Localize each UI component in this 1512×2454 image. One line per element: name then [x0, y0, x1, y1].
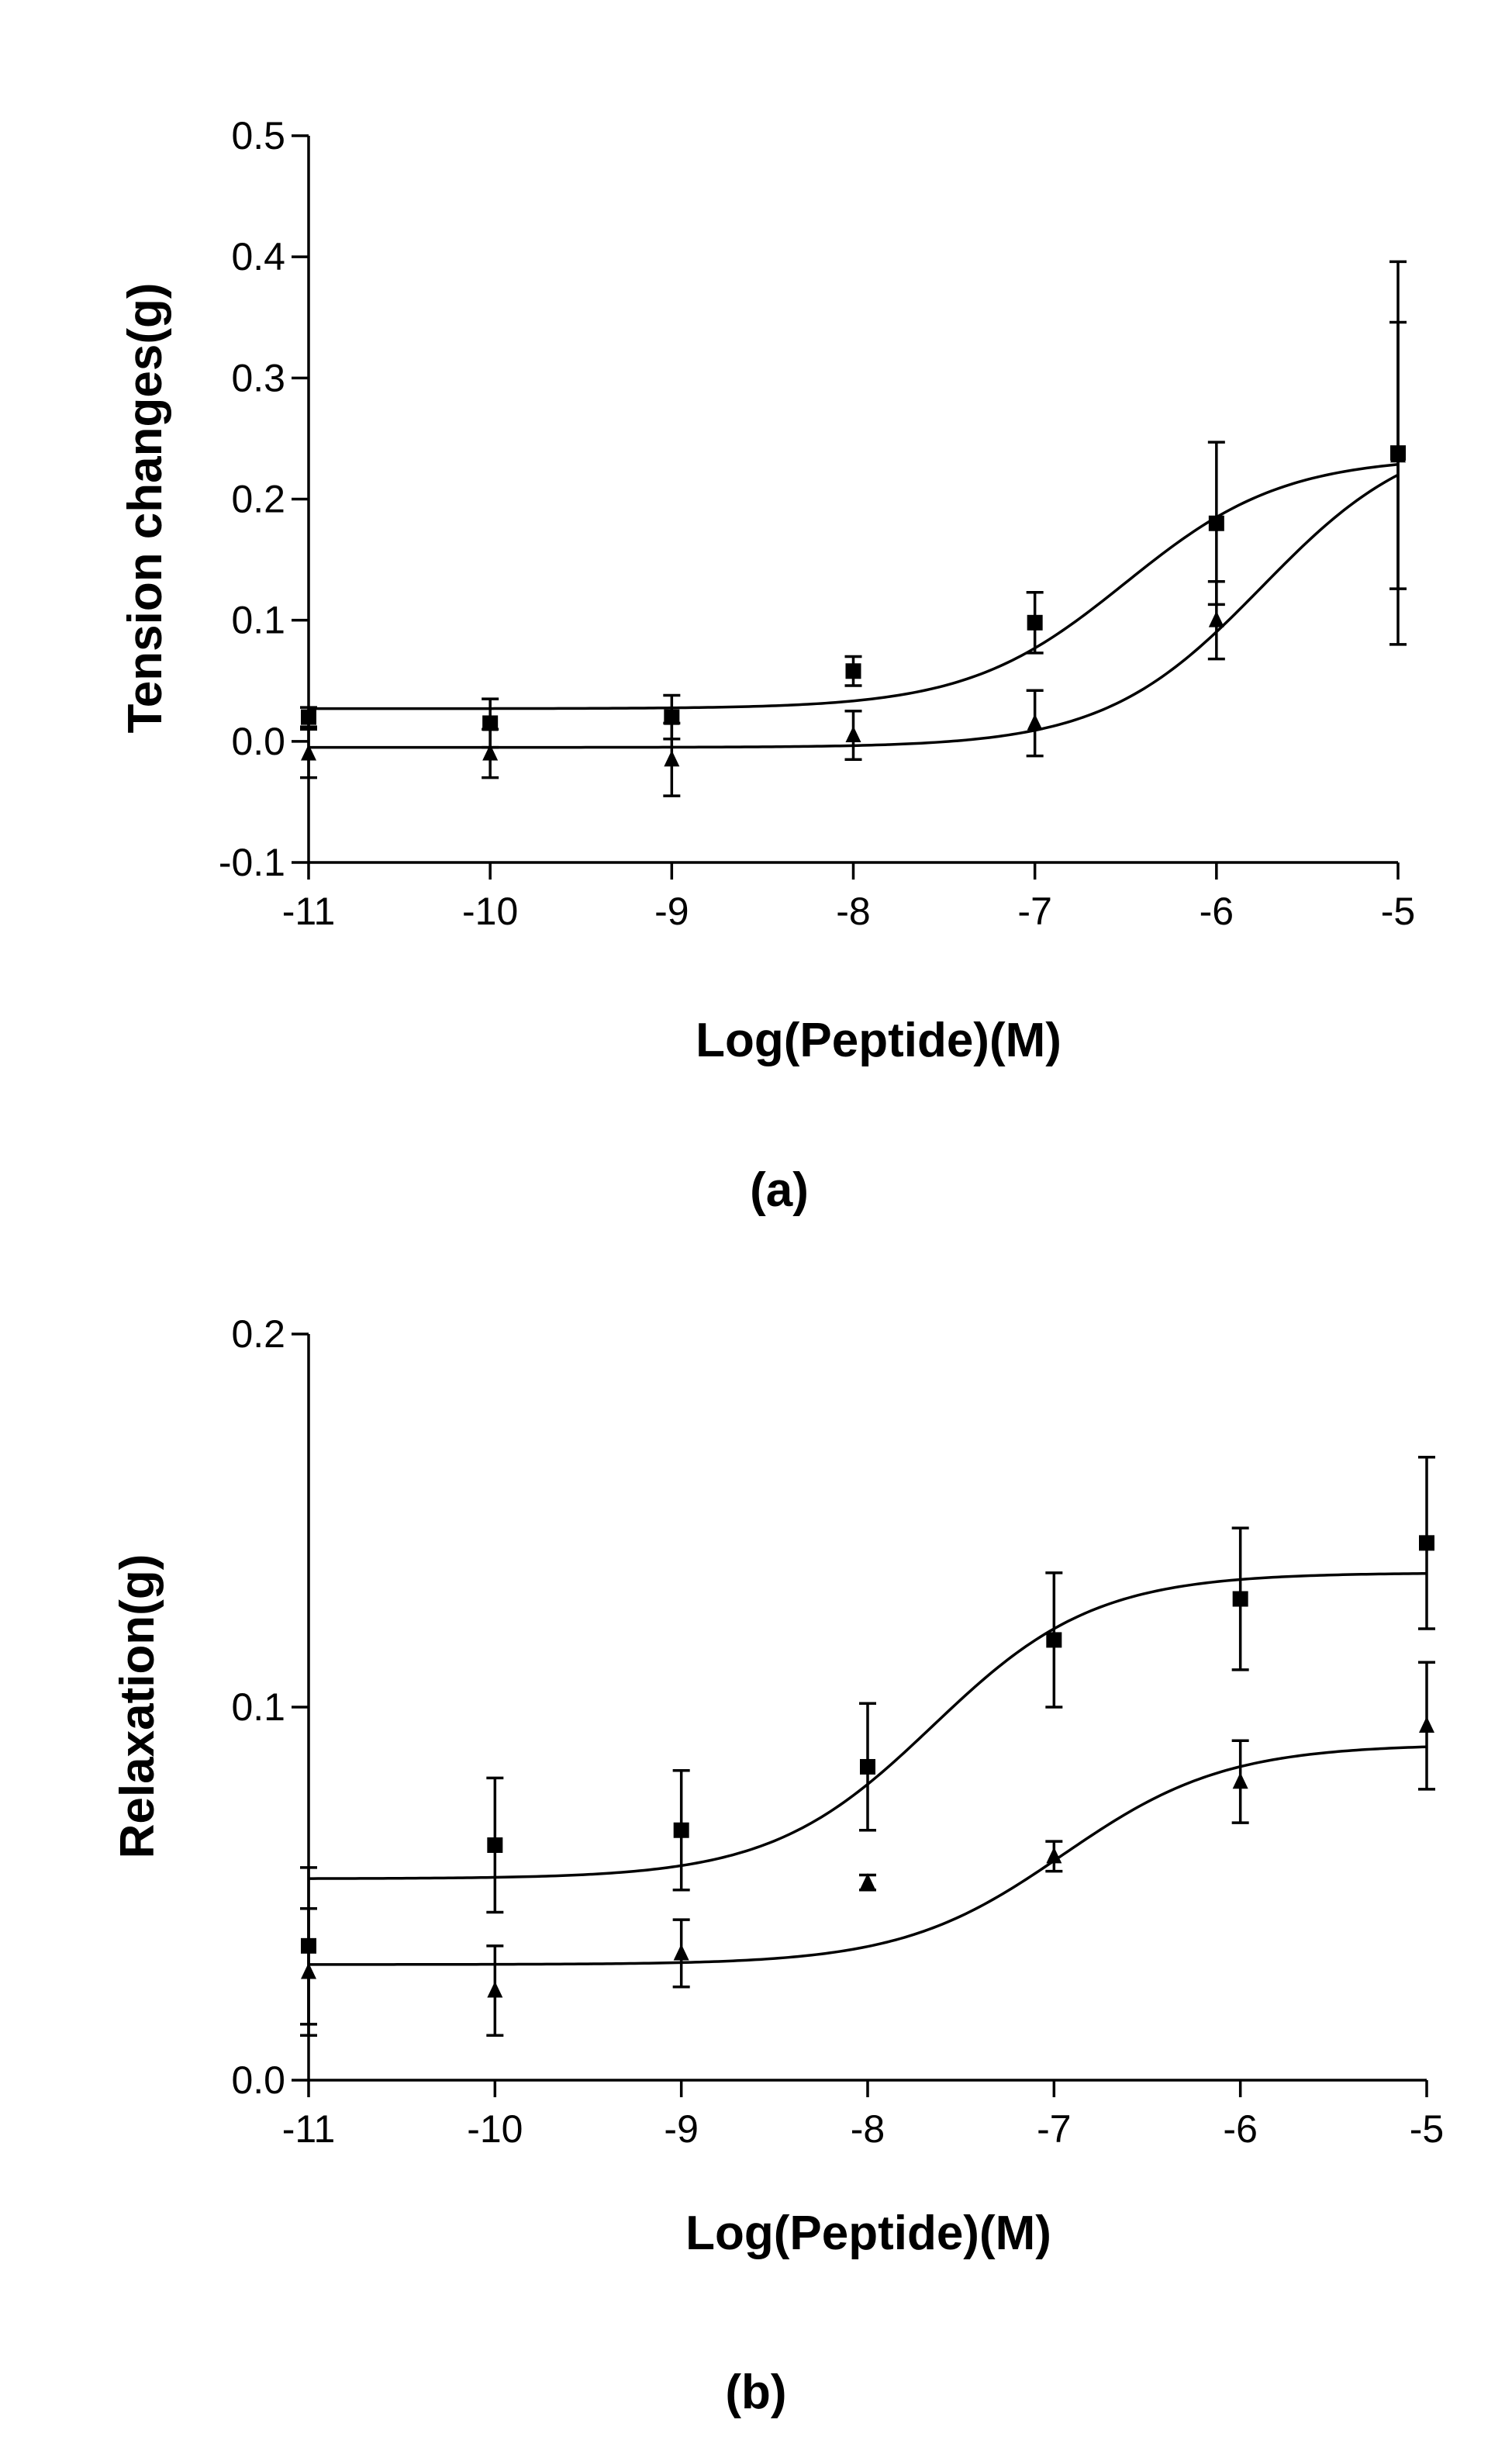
panel-b-triangle-series-point — [1046, 1847, 1062, 1864]
panel-a-x-tick-label: -8 — [836, 890, 870, 933]
panel-b-x-tick-label: -7 — [1037, 2107, 1071, 2151]
panel-a-square-series — [300, 260, 1407, 749]
panel-a-y-tick-label: 0.5 — [231, 114, 285, 157]
panel-b-triangle-series-point — [673, 1944, 689, 1961]
panel-b-triangle-series — [300, 1661, 1435, 2038]
panel-a-triangle-series-point — [301, 744, 316, 761]
panel-a-y-tick-label: 0.4 — [231, 235, 285, 278]
panel-b-y-axis-title: Relaxation(g) — [111, 1554, 164, 1859]
panel-b-x-tick-label: -10 — [467, 2107, 523, 2151]
panel-b: 0.0 0.1 0.2 -11 -10 -9 -8 -7 -6 -5 Log(Peptide)(M… — [111, 1312, 1444, 2419]
panel-b-triangle-series-point — [1419, 1716, 1434, 1733]
panel-a-y-tick-label: 0.2 — [231, 478, 285, 521]
panel-a-x-tick-label: -11 — [282, 890, 336, 933]
panel-a-x-tick-label: -9 — [654, 890, 689, 933]
panel-b-y-tick-label: 0.0 — [231, 2058, 285, 2102]
panel-b-x-tick-label: -6 — [1223, 2107, 1257, 2151]
panel-a-x-tick-label: -6 — [1200, 890, 1234, 933]
panel-b-triangle-series-point — [301, 1962, 316, 1979]
panel-a-y-tick-label: 0.0 — [231, 720, 285, 763]
panel-b-x-tick-label: -8 — [851, 2107, 885, 2151]
panel-a-triangle-series-point — [1390, 446, 1406, 463]
panel-a-square-series-point — [301, 709, 316, 725]
panel-b-label: (b) — [725, 2366, 786, 2419]
panel-a: -0.1 0.0 0.1 0.2 0.3 0.4 0.5 -11 -10 -9 -8 -7 -6 -5 L… — [119, 114, 1415, 1217]
panel-a-triangle-series — [300, 320, 1407, 797]
panel-b-square-series-point — [860, 1758, 875, 1775]
panel-b-square-series — [300, 1455, 1435, 2026]
panel-a-triangle-series-point — [482, 744, 499, 761]
panel-b-square-series-point — [1232, 1591, 1248, 1607]
panel-a-square-series-point — [664, 709, 680, 725]
panel-b-square-series-point — [1419, 1535, 1434, 1551]
panel-a-x-tick-label: -7 — [1017, 890, 1051, 933]
panel-a-label: (a) — [750, 1163, 809, 1217]
panel-a-square-series-point — [482, 715, 499, 731]
panel-a-triangle-series-point — [1208, 610, 1224, 627]
panel-a-triangle-series-fit-curve — [309, 473, 1399, 749]
panel-a-x-axis-title: Log(Peptide)(M) — [696, 1014, 1062, 1067]
panel-b-plot-area: 0.0 0.1 0.2 -11 -10 -9 -8 -7 -6 -5 — [231, 1312, 1444, 2151]
panel-a-x-tick-label: -10 — [462, 890, 518, 933]
panel-b-x-axis-title: Log(Peptide)(M) — [685, 2207, 1051, 2260]
panel-b-square-series-point — [1046, 1632, 1062, 1648]
panel-a-triangle-series-point — [664, 750, 680, 767]
panel-a-plot-area: -0.1 0.0 0.1 0.2 0.3 0.4 0.5 -11 -10 -9 -8 -7 -6 -5 — [219, 114, 1415, 933]
panel-b-triangle-series-point — [1232, 1772, 1248, 1789]
panel-a-square-series-point — [1027, 614, 1043, 631]
panel-b-y-tick-label: 0.2 — [231, 1312, 285, 1356]
panel-b-x-tick-label: -5 — [1410, 2107, 1444, 2151]
panel-a-y-tick-label: 0.3 — [231, 356, 285, 399]
panel-a-triangle-series-point — [1027, 714, 1043, 731]
panel-b-x-tick-label: -11 — [282, 2107, 336, 2151]
panel-a-square-series-point — [1208, 515, 1224, 531]
panel-b-square-series-point — [673, 1822, 689, 1838]
panel-a-square-series-point — [845, 663, 861, 679]
panel-b-y-tick-label: 0.1 — [231, 1685, 285, 1729]
panel-b-x-tick-label: -9 — [664, 2107, 698, 2151]
panel-b-triangle-series-point — [487, 1981, 503, 1998]
panel-a-y-tick-label: -0.1 — [219, 841, 285, 884]
panel-a-x-tick-label: -5 — [1381, 890, 1415, 933]
panel-b-square-series-point — [487, 1837, 503, 1853]
panel-a-y-tick-label: 0.1 — [231, 599, 285, 642]
panel-a-y-axis-title: Tension changes(g) — [119, 282, 172, 733]
panel-a-triangle-series-point — [845, 726, 861, 743]
panel-b-triangle-series-point — [860, 1873, 875, 1890]
